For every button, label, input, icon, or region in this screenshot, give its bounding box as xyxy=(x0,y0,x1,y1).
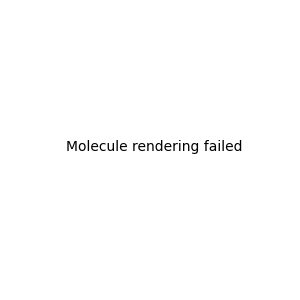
Text: Molecule rendering failed: Molecule rendering failed xyxy=(65,140,242,154)
